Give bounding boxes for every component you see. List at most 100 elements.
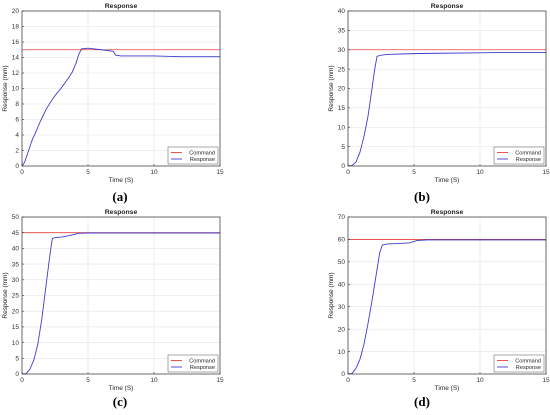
y-tick-label-c-7: 35 xyxy=(12,261,20,268)
legend-label-b-command: Command xyxy=(515,151,541,157)
legend-label-c-response: Response xyxy=(190,365,215,371)
x-tick-label-c-1: 5 xyxy=(86,377,90,384)
y-tick-label-b-6: 30 xyxy=(338,47,346,54)
x-axis-label-b: Time (S) xyxy=(435,177,460,184)
chart-svg-a: 0 5 10 15 0 2 4 6 8 10 12 14 16 18 20 Response Time (S) R… xyxy=(2,3,224,184)
y-tick-label-b-5: 25 xyxy=(338,66,346,73)
chart-caption-a: (a) xyxy=(112,189,128,204)
y-tick-label-c-2: 10 xyxy=(12,340,20,347)
x-tick-label-a-3: 15 xyxy=(216,169,224,176)
y-tick-label-a-5: 10 xyxy=(12,86,20,93)
x-tick-label-b-0: 0 xyxy=(346,169,350,176)
legend-label-d-response: Response xyxy=(516,365,541,371)
y-tick-label-b-3: 15 xyxy=(338,105,346,112)
series-line-b-response xyxy=(347,52,546,167)
y-tick-label-c-4: 20 xyxy=(12,308,20,315)
chart-title-a: Response xyxy=(105,3,138,10)
legend-label-c-command: Command xyxy=(189,359,215,365)
y-tick-label-c-8: 40 xyxy=(12,246,20,253)
y-tick-label-a-3: 6 xyxy=(15,117,19,124)
legend-box-d xyxy=(493,354,545,373)
legend-box-b xyxy=(493,146,545,165)
y-tick-label-c-9: 45 xyxy=(12,230,20,237)
y-tick-label-c-5: 25 xyxy=(12,293,20,300)
y-axis-label-c: Response (mm) xyxy=(2,272,9,318)
x-tick-label-a-0: 0 xyxy=(20,169,24,176)
y-tick-label-b-0: 0 xyxy=(341,163,345,170)
chart-svg-d: 0 5 10 15 0 10 20 30 40 50 60 70 Response Time (S) Res… xyxy=(328,209,550,392)
y-tick-label-b-4: 20 xyxy=(338,86,346,93)
y-tick-label-a-9: 18 xyxy=(12,24,20,31)
series-line-d-response xyxy=(347,239,546,375)
y-tick-label-a-4: 8 xyxy=(15,101,19,108)
chart-title-c: Response xyxy=(105,209,138,216)
x-axis-label-a: Time (S) xyxy=(109,177,134,184)
x-tick-label-a-2: 10 xyxy=(150,169,158,176)
y-tick-label-d-2: 20 xyxy=(338,326,346,333)
y-tick-label-a-1: 2 xyxy=(15,148,19,155)
y-tick-label-b-1: 5 xyxy=(341,144,345,151)
y-tick-label-b-8: 40 xyxy=(338,8,346,15)
y-tick-label-c-1: 5 xyxy=(15,356,19,363)
y-tick-label-b-7: 35 xyxy=(338,28,346,35)
y-tick-label-d-6: 60 xyxy=(338,237,346,244)
x-tick-label-c-2: 10 xyxy=(150,377,158,384)
legend-label-b-response: Response xyxy=(516,157,541,163)
y-tick-label-d-0: 0 xyxy=(341,371,345,378)
y-tick-label-a-6: 12 xyxy=(12,70,20,77)
chart-caption-b: (b) xyxy=(414,189,430,204)
x-tick-label-b-3: 15 xyxy=(542,169,550,176)
y-tick-label-d-7: 70 xyxy=(338,214,346,221)
x-tick-label-b-1: 5 xyxy=(412,169,416,176)
y-tick-label-d-4: 40 xyxy=(338,281,346,288)
chart-panel-d: 0 5 10 15 0 10 20 30 40 50 60 70 Response Time (S) Res… xyxy=(275,208,550,415)
x-tick-label-c-0: 0 xyxy=(20,377,24,384)
chart-caption-d: (d) xyxy=(414,394,430,409)
x-tick-label-d-0: 0 xyxy=(346,377,350,384)
plot-area-d xyxy=(348,217,546,374)
legend-label-a-response: Response xyxy=(190,157,215,163)
x-tick-label-d-1: 5 xyxy=(412,377,416,384)
x-tick-label-d-2: 10 xyxy=(476,377,484,384)
y-tick-label-a-8: 16 xyxy=(12,39,20,46)
x-tick-label-c-3: 15 xyxy=(216,377,224,384)
series-line-a-response xyxy=(21,47,220,167)
legend-box-a xyxy=(167,146,219,165)
y-tick-label-a-0: 0 xyxy=(15,163,19,170)
y-tick-label-a-7: 14 xyxy=(12,55,20,62)
y-tick-label-a-2: 4 xyxy=(15,132,19,139)
y-tick-label-c-3: 15 xyxy=(12,324,20,331)
x-axis-label-c: Time (S) xyxy=(109,385,134,392)
x-axis-label-d: Time (S) xyxy=(435,385,460,392)
chart-svg-c: 0 5 10 15 0 5 10 15 20 25 30 35 40 45 50 Response Time (… xyxy=(2,209,224,392)
legend-label-d-command: Command xyxy=(515,359,541,365)
axes-box-d xyxy=(347,216,547,375)
y-tick-label-c-6: 30 xyxy=(12,277,20,284)
y-tick-label-d-1: 10 xyxy=(338,349,346,356)
y-axis-label-a: Response (mm) xyxy=(2,65,9,111)
x-tick-label-d-3: 15 xyxy=(542,377,550,384)
x-tick-label-b-2: 10 xyxy=(476,169,484,176)
y-tick-label-b-2: 10 xyxy=(338,124,346,131)
legend-label-a-command: Command xyxy=(189,151,215,157)
chart-title-d: Response xyxy=(431,209,464,216)
y-tick-label-c-0: 0 xyxy=(15,371,19,378)
chart-panel-b: 0 5 10 15 0 5 10 15 20 25 30 35 40 Response Time (S) Re… xyxy=(275,0,550,208)
chart-title-b: Response xyxy=(431,3,464,10)
series-line-c-response xyxy=(21,232,220,375)
chart-panel-a: 0 5 10 15 0 2 4 6 8 10 12 14 16 18 20 Response Time (S) R… xyxy=(0,0,275,208)
y-tick-label-d-3: 30 xyxy=(338,304,346,311)
y-tick-label-a-10: 20 xyxy=(12,8,20,15)
y-axis-label-d: Response (mm) xyxy=(328,272,335,318)
y-tick-label-d-5: 50 xyxy=(338,259,346,266)
y-axis-label-b: Response (mm) xyxy=(328,65,335,111)
chart-svg-b: 0 5 10 15 0 5 10 15 20 25 30 35 40 Response Time (S) Re… xyxy=(328,3,550,184)
y-tick-label-c-10: 50 xyxy=(12,214,20,221)
x-tick-label-a-1: 5 xyxy=(86,169,90,176)
chart-caption-c: (c) xyxy=(112,394,128,409)
chart-panel-c: 0 5 10 15 0 5 10 15 20 25 30 35 40 45 50 Response Time (… xyxy=(0,208,275,415)
